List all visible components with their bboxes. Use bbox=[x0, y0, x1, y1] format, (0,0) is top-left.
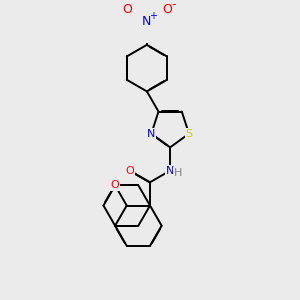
Text: O: O bbox=[125, 166, 134, 176]
Text: N: N bbox=[166, 166, 174, 176]
Text: O: O bbox=[111, 180, 119, 190]
Text: +: + bbox=[149, 11, 157, 21]
Text: S: S bbox=[185, 129, 193, 139]
Text: N: N bbox=[147, 129, 155, 139]
Text: -: - bbox=[172, 0, 176, 11]
Text: O: O bbox=[162, 3, 172, 16]
Text: N: N bbox=[142, 15, 152, 28]
Text: O: O bbox=[122, 3, 132, 16]
Text: H: H bbox=[174, 168, 182, 178]
